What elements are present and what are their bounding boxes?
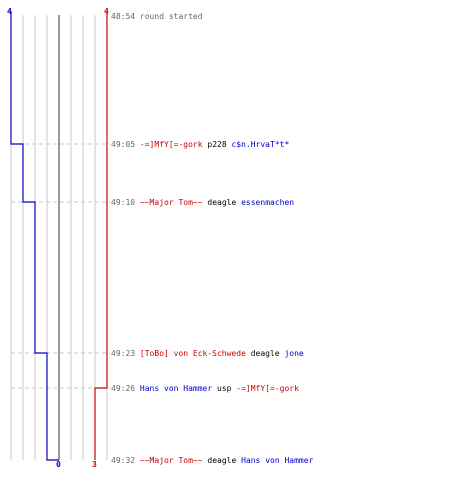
event-victim: essenmachen [241, 198, 295, 207]
event-weapon: deagle [250, 349, 280, 358]
event-weapon: deagle [207, 456, 237, 465]
event-weapon: usp [217, 384, 232, 393]
event-time: 49:23 [111, 349, 136, 358]
event-killer: -=]MfY[=-gork [139, 140, 203, 149]
event-time: 49:10 [111, 198, 136, 207]
event-time: 49:05 [111, 140, 136, 149]
event-victim: jone [284, 349, 304, 358]
event-killer: ~~Major Tom~~ [139, 456, 203, 465]
event-victim: c$n.HrvaT*t* [231, 140, 290, 149]
event-killer: ~~Major Tom~~ [139, 198, 203, 207]
event-row: 49:26 Hans von Hammer usp -=]MfY[=-gork [111, 384, 299, 394]
event-time: 49:26 [111, 384, 136, 393]
event-row: 48:54 round started [111, 12, 203, 22]
red-team-alive-line [94, 11, 108, 460]
blue-start-count: 4 [7, 7, 12, 16]
event-row: 49:32 ~~Major Tom~~ deagle Hans von Hamm… [111, 456, 313, 466]
blue-team-alive-line [10, 11, 59, 461]
red-start-count: 4 [104, 7, 109, 16]
event-message: round started [139, 12, 203, 21]
blue-end-count: 0 [56, 460, 61, 469]
event-time: 49:32 [111, 456, 136, 465]
event-victim: Hans von Hammer [241, 456, 314, 465]
event-killer: Hans von Hammer [139, 384, 213, 393]
event-time: 48:54 [111, 12, 136, 21]
event-row: 49:05 -=]MfY[=-gork p228 c$n.HrvaT*t* [111, 140, 289, 150]
event-victim: -=]MfY[=-gork [236, 384, 299, 393]
event-killer: [ToBo] von Eck-Schwede [139, 349, 246, 358]
event-weapon: p228 [207, 140, 227, 149]
event-row: 49:23 [ToBo] von Eck-Schwede deagle jone [111, 349, 304, 359]
event-weapon: deagle [207, 198, 237, 207]
red-end-count: 3 [92, 460, 97, 469]
event-row: 49:10 ~~Major Tom~~ deagle essenmachen [111, 198, 294, 208]
